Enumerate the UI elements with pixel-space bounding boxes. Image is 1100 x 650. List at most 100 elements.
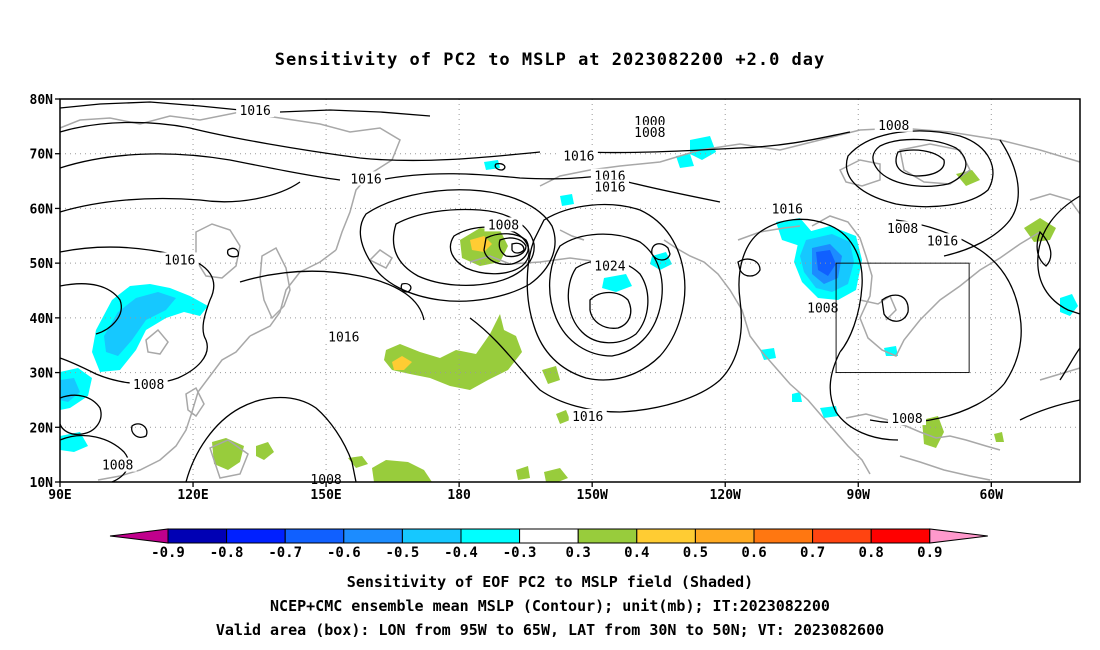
coastline bbox=[145, 328, 169, 355]
sensitivity-patch bbox=[542, 366, 560, 384]
contour-label: 1016 bbox=[563, 149, 594, 164]
contour-label-bg bbox=[590, 179, 629, 194]
sensitivity-patch bbox=[348, 456, 368, 468]
sensitivity-patch bbox=[212, 438, 244, 470]
mslp-contour bbox=[548, 233, 663, 357]
coastline bbox=[559, 229, 585, 241]
colorbar: -0.9 -0.8 -0.7 -0.6 -0.5 -0.4 -0.3 0.3 0.4 0.5 0.6… bbox=[109, 528, 988, 561]
mslp-contour bbox=[1059, 347, 1081, 381]
sensitivity-patch bbox=[760, 348, 776, 360]
colorbar-label: 0.6 bbox=[741, 545, 766, 561]
colorbar-label: -0.8 bbox=[210, 545, 244, 561]
contour-label-bg bbox=[803, 300, 842, 315]
mslp-contour bbox=[279, 109, 431, 117]
mslp-contour bbox=[59, 153, 341, 181]
lat-label: 70N bbox=[30, 148, 54, 163]
contour-label-bg bbox=[347, 171, 385, 186]
mslp-contour bbox=[400, 282, 412, 293]
caption-contour: NCEP+CMC ensemble mean MSLP (Contour); u… bbox=[270, 597, 830, 615]
contour-label-bg bbox=[874, 117, 913, 132]
colorbar-segment bbox=[636, 528, 696, 544]
coastline bbox=[209, 439, 249, 479]
mslp-contour bbox=[737, 258, 761, 277]
mslp-contour bbox=[943, 139, 1019, 257]
mslp-contour bbox=[59, 283, 122, 335]
lon-label: 150E bbox=[310, 488, 341, 503]
coastline bbox=[97, 335, 251, 481]
colorbar-high-arrow bbox=[929, 528, 988, 544]
sensitivity-patch bbox=[516, 466, 530, 480]
sensitivity-patch bbox=[256, 442, 274, 460]
contour-label: 1024 bbox=[594, 259, 625, 274]
valid-area-box bbox=[835, 262, 970, 374]
mslp-contour bbox=[469, 317, 721, 413]
contour-label-bg bbox=[590, 168, 629, 183]
mslp-contour bbox=[185, 396, 357, 483]
contour-label-bg bbox=[923, 233, 962, 248]
contour-label: 1008 bbox=[102, 459, 133, 474]
colorbar-segment bbox=[519, 528, 579, 544]
lat-label: 30N bbox=[30, 367, 54, 382]
mslp-contour bbox=[59, 101, 241, 111]
contour-label-bg bbox=[236, 103, 275, 118]
coastline bbox=[859, 294, 897, 321]
contour-label-bg bbox=[630, 124, 669, 139]
lat-label: 20N bbox=[30, 421, 54, 436]
lon-label: 150W bbox=[577, 488, 608, 503]
coastline bbox=[845, 413, 1001, 451]
coastline bbox=[899, 455, 991, 481]
contour-label-bg bbox=[484, 217, 523, 232]
contour-label-bg bbox=[559, 148, 598, 163]
map-title: Sensitivity of PC2 to MSLP at 2023082200… bbox=[274, 50, 826, 70]
mslp-contour bbox=[651, 243, 671, 261]
sensitivity-patch bbox=[820, 406, 838, 418]
contour-label: 1016 bbox=[572, 410, 603, 425]
contour-label: 1008 bbox=[807, 302, 838, 317]
colorbar-low-arrow bbox=[109, 528, 169, 544]
colorbar-segment bbox=[284, 528, 345, 544]
contour-label-bg bbox=[568, 408, 607, 423]
mslp-contour bbox=[719, 231, 761, 381]
contour-label-bg bbox=[129, 377, 168, 392]
colorbar-segment bbox=[577, 528, 638, 544]
caption-shaded: Sensitivity of EOF PC2 to MSLP field (Sh… bbox=[346, 573, 754, 591]
colorbar-label: 0.5 bbox=[683, 545, 708, 561]
coastline bbox=[838, 159, 881, 187]
mslp-contour bbox=[483, 233, 529, 266]
lon-label: 120W bbox=[710, 488, 741, 503]
sensitivity-patch bbox=[392, 356, 412, 370]
contour-label: 1016 bbox=[594, 181, 625, 196]
contour-label: 1016 bbox=[164, 253, 195, 268]
coastline bbox=[539, 127, 1081, 187]
sensitivity-patch bbox=[602, 274, 632, 292]
coastline bbox=[811, 215, 1041, 357]
contour-label-bg bbox=[883, 221, 922, 236]
sensitivity-patch bbox=[650, 252, 672, 270]
contour-label: 1016 bbox=[350, 172, 381, 187]
colorbar-segment bbox=[694, 528, 755, 544]
lon-label: 90E bbox=[48, 488, 71, 503]
mslp-contour bbox=[881, 294, 909, 322]
mslp-contour bbox=[1019, 399, 1081, 421]
mslp-contour bbox=[872, 138, 967, 187]
contour-label: 1008 bbox=[887, 222, 918, 237]
sensitivity-patch bbox=[372, 460, 432, 482]
lat-label: 10N bbox=[30, 476, 54, 491]
colorbar-segment bbox=[753, 528, 814, 544]
contour-label: 1008 bbox=[891, 412, 922, 427]
mslp-contour bbox=[59, 434, 129, 483]
coastline bbox=[249, 249, 337, 337]
sensitivity-patch bbox=[384, 314, 522, 390]
colorbar-segment bbox=[226, 528, 286, 544]
contour-label-bg bbox=[160, 252, 199, 267]
sensitivity-patch bbox=[1060, 294, 1078, 316]
mslp-contour bbox=[627, 181, 721, 203]
colorbar-segment bbox=[812, 528, 872, 544]
mslp-contour bbox=[589, 291, 632, 329]
mslp-contour bbox=[895, 149, 945, 177]
contour-label: 1008 bbox=[634, 126, 665, 141]
mslp-contour bbox=[498, 237, 527, 258]
sensitivity-patch bbox=[884, 346, 898, 356]
mslp-contour bbox=[379, 173, 601, 181]
